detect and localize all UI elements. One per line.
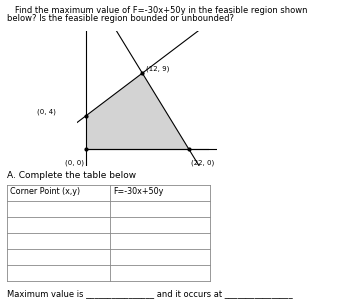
Text: F=-30x+50y: F=-30x+50y bbox=[113, 187, 163, 196]
Text: (22, 0): (22, 0) bbox=[191, 160, 215, 166]
Text: Corner Point (x,y): Corner Point (x,y) bbox=[10, 187, 80, 196]
Text: Maximum value is ________________ and it occurs at ________________: Maximum value is ________________ and it… bbox=[7, 290, 293, 298]
Text: A. Complete the table below: A. Complete the table below bbox=[7, 171, 136, 180]
Polygon shape bbox=[86, 73, 189, 149]
Text: below? Is the feasible region bounded or unbounded?: below? Is the feasible region bounded or… bbox=[7, 14, 234, 22]
Text: (0, 0): (0, 0) bbox=[65, 160, 84, 166]
Text: Find the maximum value of F=-30x+50y in the feasible region shown: Find the maximum value of F=-30x+50y in … bbox=[7, 6, 308, 14]
Text: (0, 4): (0, 4) bbox=[37, 109, 56, 115]
Text: (12, 9): (12, 9) bbox=[146, 66, 169, 72]
